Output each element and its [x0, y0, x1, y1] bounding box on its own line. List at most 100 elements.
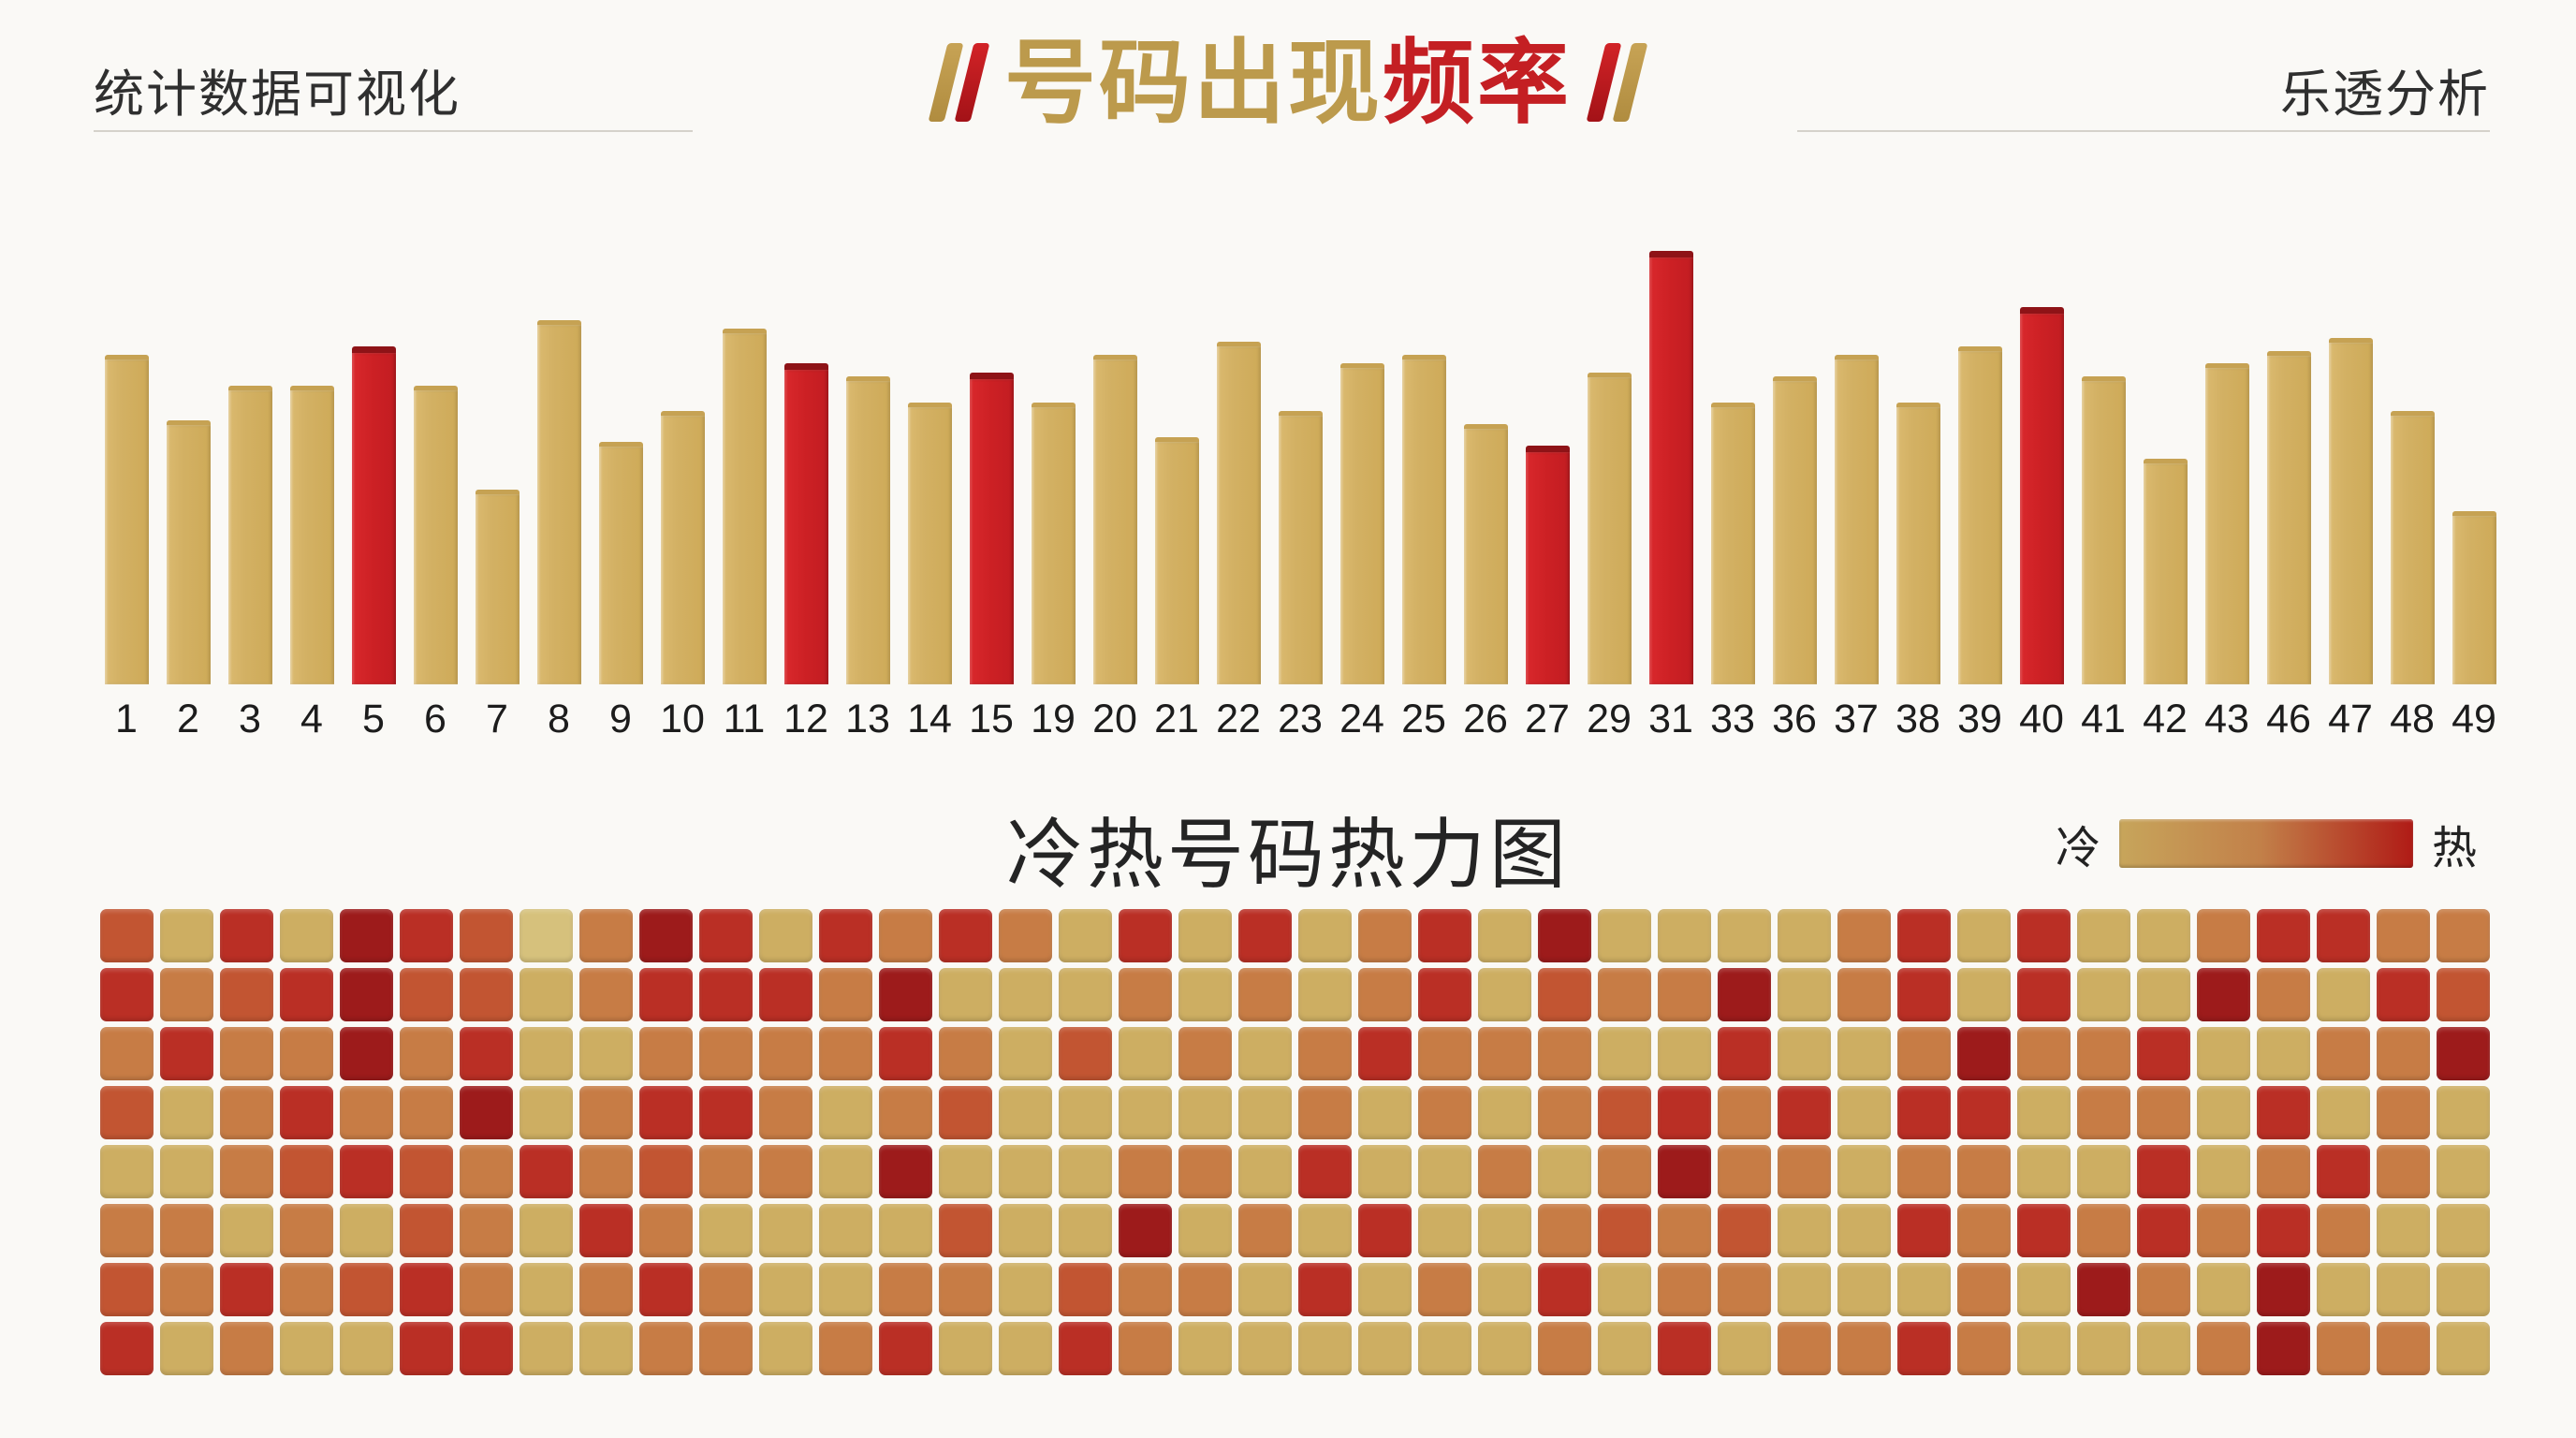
heatmap-cell-r5-c30: [1837, 1145, 1891, 1198]
bar-column-40: [2011, 251, 2072, 684]
x-label-27: 27: [1525, 697, 1570, 741]
heatmap-cell-r5-c5: [340, 1145, 393, 1198]
heatmap-cell-r2-c33: [2017, 968, 2071, 1021]
heatmap-cell-r6-c10: [639, 1204, 693, 1257]
x-label-9: 9: [609, 697, 632, 741]
heatmap-cell-r3-c27: [1658, 1027, 1711, 1080]
heatmap-cell-r5-c9: [579, 1145, 633, 1198]
x-label-29: 29: [1587, 697, 1632, 741]
bar-column-19: [1022, 251, 1084, 684]
heatmap-cell-r7-c39: [2377, 1263, 2430, 1316]
heatmap-cell-r6-c34: [2077, 1204, 2130, 1257]
x-label-8: 8: [548, 697, 570, 741]
heatmap-cell-r4-c32: [1957, 1086, 2011, 1139]
heatmap-cell-r6-c21: [1298, 1204, 1352, 1257]
heatmap-cell-r1-c32: [1957, 909, 2011, 962]
heatmap-cell-r5-c13: [819, 1145, 872, 1198]
heatmap-cell-r2-c37: [2257, 968, 2310, 1021]
heatmap-cell-r3-c5: [340, 1027, 393, 1080]
heatmap-cell-r1-c5: [340, 909, 393, 962]
heatmap-cell-r6-c1: [100, 1204, 154, 1257]
x-label-13: 13: [845, 697, 890, 741]
hot-bar-31: [1648, 251, 1693, 684]
heatmap-cell-r2-c24: [1478, 968, 1531, 1021]
x-label-10: 10: [660, 697, 705, 741]
right-divider: [1797, 130, 2490, 132]
heatmap-cell-r1-c4: [280, 909, 333, 962]
heatmap-cell-r4-c33: [2017, 1086, 2071, 1139]
bar-column-24: [1331, 251, 1393, 684]
heatmap-cell-r5-c6: [400, 1145, 453, 1198]
heatmap-cell-r3-c38: [2317, 1027, 2370, 1080]
heatmap-cell-r3-c11: [699, 1027, 753, 1080]
x-label-19: 19: [1031, 697, 1076, 741]
title-red-part: 频率: [1383, 31, 1573, 134]
x-label-47: 47: [2328, 697, 2373, 741]
heatmap-cell-r6-c12: [759, 1204, 812, 1257]
bar-24: [1339, 363, 1384, 684]
heatmap-cell-r6-c32: [1957, 1204, 2011, 1257]
heatmap-cell-r7-c20: [1238, 1263, 1292, 1316]
heatmap-cell-r2-c18: [1119, 968, 1172, 1021]
hot-bar-15: [969, 372, 1014, 684]
heatmap-cell-r6-c3: [220, 1204, 273, 1257]
heatmap-cell-r5-c16: [999, 1145, 1052, 1198]
heatmap-cell-r4-c14: [879, 1086, 932, 1139]
heatmap-cell-r2-c32: [1957, 968, 2011, 1021]
bar-column-48: [2381, 251, 2443, 684]
heatmap-cell-r3-c33: [2017, 1027, 2071, 1080]
bar-column-20: [1084, 251, 1146, 684]
heatmap-cell-r4-c24: [1478, 1086, 1531, 1139]
heatmap-cell-r4-c15: [939, 1086, 992, 1139]
heatmap-cell-r8-c20: [1238, 1322, 1292, 1375]
heatmap-cell-r6-c27: [1658, 1204, 1711, 1257]
heatmap-cell-r8-c12: [759, 1322, 812, 1375]
heatmap-cell-r8-c17: [1059, 1322, 1112, 1375]
heatmap-cell-r3-c14: [879, 1027, 932, 1080]
heatmap-cell-r3-c22: [1358, 1027, 1412, 1080]
heatmap-cell-r4-c37: [2257, 1086, 2310, 1139]
x-label-5: 5: [362, 697, 385, 741]
heatmap-cell-r8-c6: [400, 1322, 453, 1375]
page-title: 号码出现频率: [0, 26, 2576, 139]
heatmap-cell-r8-c35: [2137, 1322, 2190, 1375]
heatmap-cell-r6-c40: [2437, 1204, 2490, 1257]
heatmap-cell-r8-c37: [2257, 1322, 2310, 1375]
bar-column-42: [2134, 251, 2196, 684]
heatmap-cell-r4-c17: [1059, 1086, 1112, 1139]
heatmap-cell-r1-c13: [819, 909, 872, 962]
bar-41: [2081, 376, 2126, 684]
bar-column-10: [651, 251, 713, 684]
heatmap-cell-r7-c4: [280, 1263, 333, 1316]
x-label-38: 38: [1895, 697, 1940, 741]
heatmap-cell-r7-c22: [1358, 1263, 1412, 1316]
heatmap-cell-r8-c23: [1418, 1322, 1471, 1375]
heatmap-legend: 冷 热: [2056, 811, 2477, 876]
heatmap-cell-r1-c31: [1897, 909, 1951, 962]
heatmap-cell-r7-c15: [939, 1263, 992, 1316]
heatmap-cell-r1-c21: [1298, 909, 1352, 962]
heatmap-cell-r8-c15: [939, 1322, 992, 1375]
heatmap-cell-r3-c9: [579, 1027, 633, 1080]
heatmap-cell-r5-c4: [280, 1145, 333, 1198]
bar-10: [660, 411, 705, 684]
heatmap-cell-r8-c2: [160, 1322, 213, 1375]
x-label-2: 2: [177, 697, 199, 741]
heatmap-cell-r5-c11: [699, 1145, 753, 1198]
x-label-42: 42: [2143, 697, 2188, 741]
heatmap-title: 冷热号码热力图: [1005, 813, 1570, 898]
heatmap-cell-r4-c30: [1837, 1086, 1891, 1139]
heatmap-cell-r6-c33: [2017, 1204, 2071, 1257]
heatmap-cell-r1-c37: [2257, 909, 2310, 962]
heatmap-cell-r8-c25: [1538, 1322, 1591, 1375]
heatmap-cell-r6-c23: [1418, 1204, 1471, 1257]
heatmap-cell-r6-c38: [2317, 1204, 2370, 1257]
heatmap-cell-r2-c13: [819, 968, 872, 1021]
heatmap-cell-r6-c30: [1837, 1204, 1891, 1257]
heatmap-cell-r3-c34: [2077, 1027, 2130, 1080]
heatmap-cell-r2-c31: [1897, 968, 1951, 1021]
heatmap-cell-r5-c7: [460, 1145, 513, 1198]
hot-bar-27: [1525, 446, 1570, 684]
heatmap-cell-r1-c17: [1059, 909, 1112, 962]
heatmap-cell-r3-c18: [1119, 1027, 1172, 1080]
